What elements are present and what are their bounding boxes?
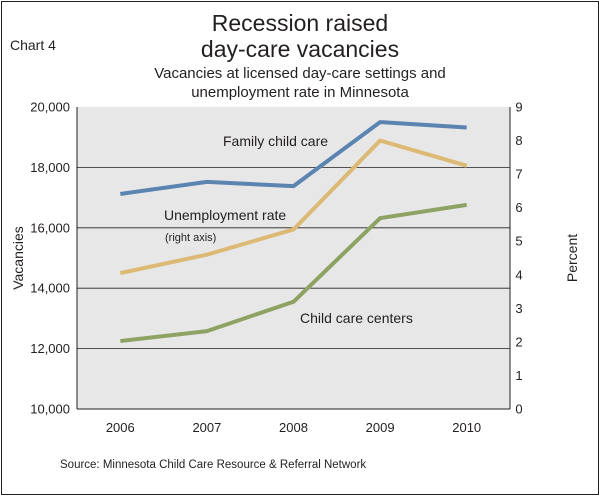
x-tick-label: 2006	[106, 420, 135, 435]
y-tick-label-right: 7	[515, 167, 522, 182]
y-tick-label-left: 14,000	[30, 281, 70, 296]
right-axis-note: (right axis)	[165, 232, 217, 244]
chart-subtitle-line-1: Vacancies at licensed day-care settings …	[154, 65, 446, 82]
x-tick-label: 2009	[366, 420, 395, 435]
y-tick-label-right: 3	[515, 301, 522, 316]
y-tick-label-right: 2	[515, 334, 522, 349]
chart-subtitle-line-2: unemployment rate in Minnesota	[191, 84, 409, 101]
y-tick-label-left: 10,000	[30, 402, 70, 417]
plot-area	[77, 107, 510, 409]
y-tick-label-right: 8	[515, 133, 522, 148]
unemployment-rate-line	[119, 138, 468, 276]
y-tick-label-right: 1	[515, 368, 522, 383]
chart-title-line-1: Recession raised	[211, 10, 389, 36]
y-axis-title-left: Vacancies	[10, 226, 26, 290]
child-care-centers-label: Child care centers	[300, 310, 413, 326]
y-tick-label-left: 18,000	[30, 160, 70, 175]
chart-title-line-2: day-care vacancies	[200, 36, 400, 62]
y-tick-label-left: 16,000	[30, 220, 70, 235]
y-tick-label-left: 12,000	[30, 341, 70, 356]
x-tick-label: 2008	[279, 420, 308, 435]
family-child-care-label: Family child care	[223, 133, 329, 149]
y-tick-label-right: 0	[515, 402, 522, 417]
y-tick-label-right: 5	[515, 234, 522, 249]
y-axis-title-right: Percent	[564, 234, 580, 282]
chart-number-label: Chart 4	[10, 37, 56, 53]
y-tick-label-left: 20,000	[30, 100, 70, 115]
x-tick-label: 2010	[452, 420, 481, 435]
family-child-care-line	[120, 120, 467, 196]
y-tick-label-right: 9	[515, 100, 522, 115]
child-care-centers-line	[120, 202, 468, 344]
y-tick-label-right: 4	[515, 267, 522, 282]
unemployment-rate-label: Unemployment rate	[164, 207, 287, 223]
x-tick-label: 2007	[192, 420, 221, 435]
y-tick-label-right: 6	[515, 200, 522, 215]
source-note: Source: Minnesota Child Care Resource & …	[60, 459, 367, 471]
